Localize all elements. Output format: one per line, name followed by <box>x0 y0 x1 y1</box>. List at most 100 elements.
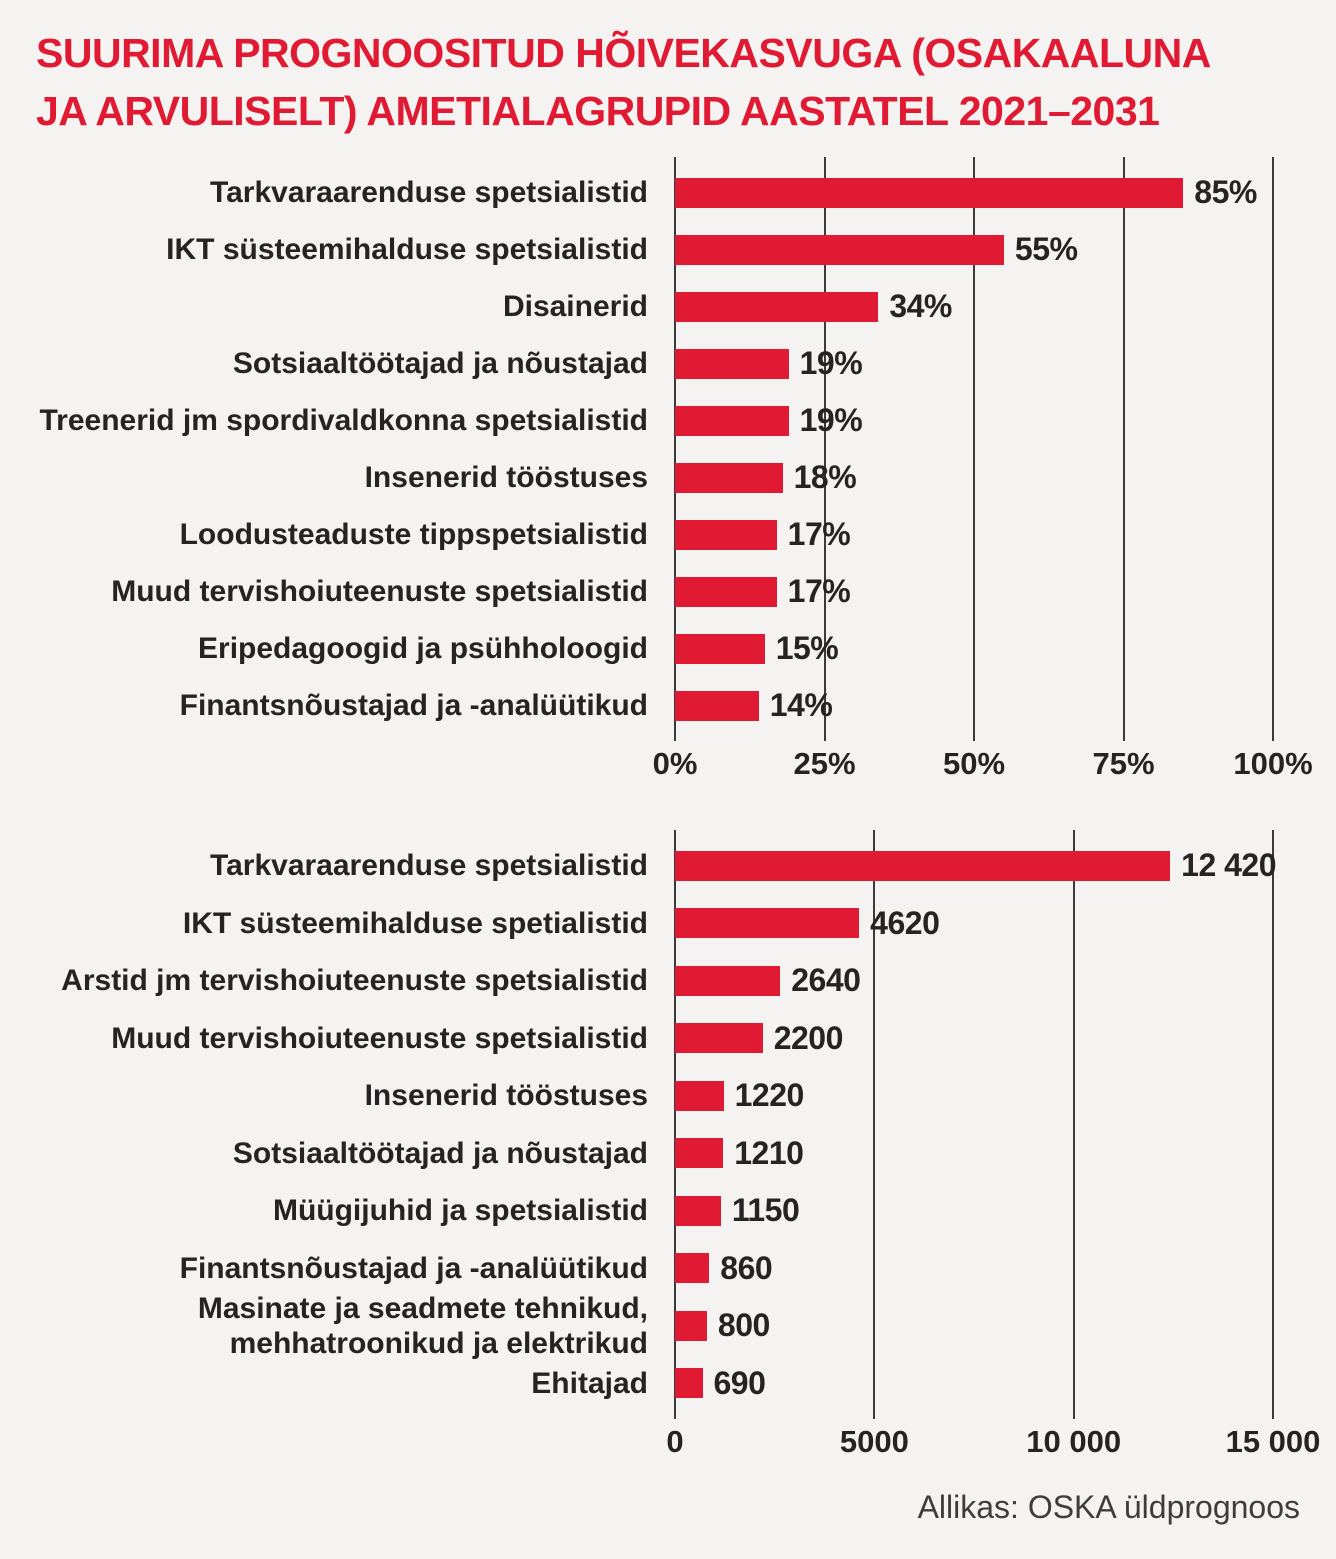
bar-area: 2640 <box>675 962 1300 998</box>
bar <box>675 1368 703 1399</box>
x-axis: 0 5000 10 000 15 000 <box>666 1424 1320 1468</box>
category-label: Finantsnõustajad ja -analüütikud <box>179 689 648 722</box>
source-note: Allikas: OSKA üldprognoos <box>917 1489 1300 1525</box>
value-label: 1210 <box>734 1134 804 1171</box>
bar <box>675 291 879 322</box>
bar-row: Insenerid tööstuses 1220 <box>36 1067 1300 1125</box>
bar <box>675 690 759 721</box>
bar-area: 19% <box>675 402 1300 438</box>
bar <box>675 234 1004 265</box>
bar-row: Insenerid tööstuses 18% <box>36 449 1300 506</box>
bar-row: Eripedagoogid ja psühholoogid 15% <box>36 620 1300 677</box>
bar <box>675 908 860 939</box>
bar-row: Treenerid jm spordivaldkonna spetsialist… <box>36 392 1300 449</box>
category-label: Muud tervishoiuteenuste spetsialistid <box>111 1021 648 1055</box>
category-label: Treenerid jm spordivaldkonna spetsialist… <box>39 404 648 437</box>
bar-row: Finantsnõustajad ja -analüütikud 860 <box>36 1240 1300 1298</box>
gridline <box>1122 157 1125 741</box>
category-label: Müügijuhid ja spetsialistid <box>272 1194 648 1228</box>
bar-area: 2200 <box>675 1020 1300 1056</box>
category-label: Loodusteaduste tippspetsialistid <box>179 518 648 551</box>
x-axis-tick-label: 50% <box>942 746 1006 781</box>
bar-row: Arstid jm tervishoiuteenuste spetsialist… <box>36 952 1300 1010</box>
gridline <box>1272 157 1274 741</box>
category-label: IKT süsteemihalduse spetsialistid <box>166 233 648 266</box>
bar-area: 4620 <box>675 905 1300 941</box>
x-axis-tick-label: 5000 <box>839 1424 909 1459</box>
gridline <box>1072 830 1075 1419</box>
bar <box>675 177 1184 208</box>
bar-area: 800 <box>675 1307 1300 1343</box>
value-label: 34% <box>889 288 952 324</box>
bar-row: Disainerid 34% <box>36 278 1300 335</box>
bar <box>675 1310 707 1341</box>
chart-rows: Tarkvaraarenduse spetsialistid 12 420 IKT … <box>36 830 1300 1419</box>
chart-rows: Tarkvaraarenduse spetsialistid 85% IKT süs… <box>36 157 1300 741</box>
bar <box>675 519 777 550</box>
bar <box>675 633 765 664</box>
chart-grid <box>674 830 1274 1419</box>
x-axis-tick-label: 25% <box>793 746 856 781</box>
gridline <box>1272 830 1274 1419</box>
bar-row: Muud tervishoiuteenuste spetsialistid 17% <box>36 563 1300 620</box>
bar-row: IKT süsteemihalduse spetsialistid 55% <box>36 221 1300 278</box>
category-label: Ehitajad <box>531 1366 648 1400</box>
category-label: Disainerid <box>502 290 648 323</box>
category-label: Sotsiaaltöötajad ja nõustajad <box>232 347 648 380</box>
x-axis-tick-label: 100% <box>1233 746 1313 781</box>
x-axis-tick-label: 10 000 <box>1026 1424 1122 1459</box>
x-axis-tick-label: 75% <box>1092 746 1155 781</box>
percent-growth-bar-chart: Tarkvaraarenduse spetsialistid 85% IKT süs… <box>36 157 1313 790</box>
bar-area: 55% <box>675 231 1300 267</box>
category-label: Tarkvaraarenduse spetsialistid <box>210 849 648 883</box>
bar-area: 14% <box>675 687 1300 723</box>
bar <box>675 1023 763 1054</box>
bar-row: Muud tervishoiuteenuste spetsialistid 220… <box>36 1010 1300 1068</box>
value-label: 4620 <box>870 904 940 941</box>
value-label: 860 <box>720 1249 773 1286</box>
bar-area: 1150 <box>675 1192 1300 1228</box>
value-label: 17% <box>787 516 851 552</box>
value-label: 15% <box>775 630 839 666</box>
bar-area: 17% <box>675 573 1300 609</box>
x-axis-tick-label: 0% <box>652 746 698 781</box>
value-label: 18% <box>793 459 857 495</box>
category-label: Eripedagoogid ja psühholoogid <box>198 632 648 665</box>
category-label: Arstid jm tervishoiuteenuste spetsialist… <box>61 964 648 998</box>
category-label: Sotsiaaltöötajad ja nõustajad <box>232 1136 648 1170</box>
chart-grid <box>674 157 1274 741</box>
bar-row: Masinate ja seadmete tehnikud, mehhatroo… <box>36 1292 1300 1360</box>
bar-area: 690 <box>675 1365 1300 1401</box>
value-label: 12 420 <box>1181 847 1277 884</box>
gridline <box>973 157 975 741</box>
page-title-line2: JA ARVULISELT) AMETIALAGRUPID AASTATEL 2… <box>36 88 1160 134</box>
bar-row: Tarkvaraarenduse spetsialistid 12 420 <box>36 837 1300 895</box>
bar <box>675 1253 710 1284</box>
bar-area: 17% <box>675 516 1300 552</box>
value-label: 19% <box>799 402 863 438</box>
bar <box>675 576 777 607</box>
category-label: Masinate ja seadmete tehnikud, mehhatroo… <box>197 1291 648 1360</box>
gridline <box>873 830 876 1419</box>
bar-area: 1220 <box>675 1077 1300 1113</box>
category-label: Insenerid tööstuses <box>364 461 648 494</box>
page-title: SUURIMA PROGNOOSITUD HÕIVEKASVUGA (OSAKA… <box>36 24 1211 140</box>
value-label: 1220 <box>734 1077 805 1114</box>
value-label: 800 <box>717 1307 770 1344</box>
value-label: 690 <box>713 1364 766 1401</box>
gridline <box>823 157 826 741</box>
value-label: 2640 <box>791 962 861 999</box>
bar-area: 15% <box>675 630 1300 666</box>
bar <box>675 850 1171 881</box>
category-label: Muud tervishoiuteenuste spetsialistid <box>111 575 648 608</box>
value-label: 17% <box>787 573 851 609</box>
bar-row: IKT süsteemihalduse spetialistid 4620 <box>36 895 1300 953</box>
bar-area: 860 <box>675 1250 1300 1286</box>
x-axis-tick-label: 0 <box>666 1424 684 1459</box>
bar-row: Loodusteaduste tippspetsialistid 17% <box>36 506 1300 563</box>
value-label: 14% <box>769 687 833 723</box>
bar <box>675 965 781 996</box>
numeric-growth-bar-chart: Tarkvaraarenduse spetsialistid 12 420 IKT … <box>36 830 1320 1468</box>
category-label: Finantsnõustajad ja -analüütikud <box>179 1251 648 1285</box>
gridline <box>674 157 676 741</box>
